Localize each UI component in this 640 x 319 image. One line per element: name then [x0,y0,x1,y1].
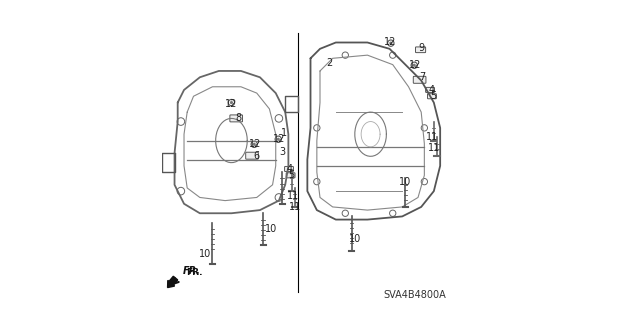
FancyBboxPatch shape [246,152,259,159]
FancyBboxPatch shape [230,115,243,122]
Circle shape [253,143,256,146]
Text: 6: 6 [253,151,259,161]
Text: 10: 10 [399,177,412,187]
Text: 12: 12 [385,38,397,48]
Text: 5: 5 [430,91,436,101]
FancyBboxPatch shape [426,87,435,93]
Text: 11: 11 [289,202,301,212]
Text: 12: 12 [250,139,262,149]
Circle shape [230,101,233,104]
Text: 2: 2 [326,58,333,68]
Text: 11: 11 [287,191,300,201]
FancyBboxPatch shape [285,167,293,172]
FancyArrow shape [168,276,178,287]
FancyBboxPatch shape [286,173,295,178]
Text: 12: 12 [273,134,285,144]
Text: 10: 10 [200,249,212,259]
Text: 11: 11 [428,144,440,153]
Circle shape [389,41,392,45]
Text: 11: 11 [426,132,438,142]
Text: SVA4B4800A: SVA4B4800A [383,291,446,300]
FancyBboxPatch shape [413,76,426,83]
Text: 4: 4 [287,164,293,174]
FancyBboxPatch shape [428,94,436,99]
Text: FR.: FR. [183,266,201,276]
Text: 1: 1 [280,128,287,137]
Text: 3: 3 [279,147,285,157]
Text: FR.: FR. [186,268,202,277]
Text: 9: 9 [419,43,425,53]
Circle shape [413,64,416,67]
Circle shape [276,138,280,141]
Text: 12: 12 [409,60,421,70]
Text: 12: 12 [225,99,237,109]
Text: 4: 4 [428,85,435,95]
Text: 7: 7 [419,72,425,82]
Text: 10: 10 [349,234,361,243]
Text: 5: 5 [289,170,294,180]
FancyBboxPatch shape [415,47,426,53]
Text: 10: 10 [265,224,277,234]
Text: 8: 8 [236,113,241,123]
